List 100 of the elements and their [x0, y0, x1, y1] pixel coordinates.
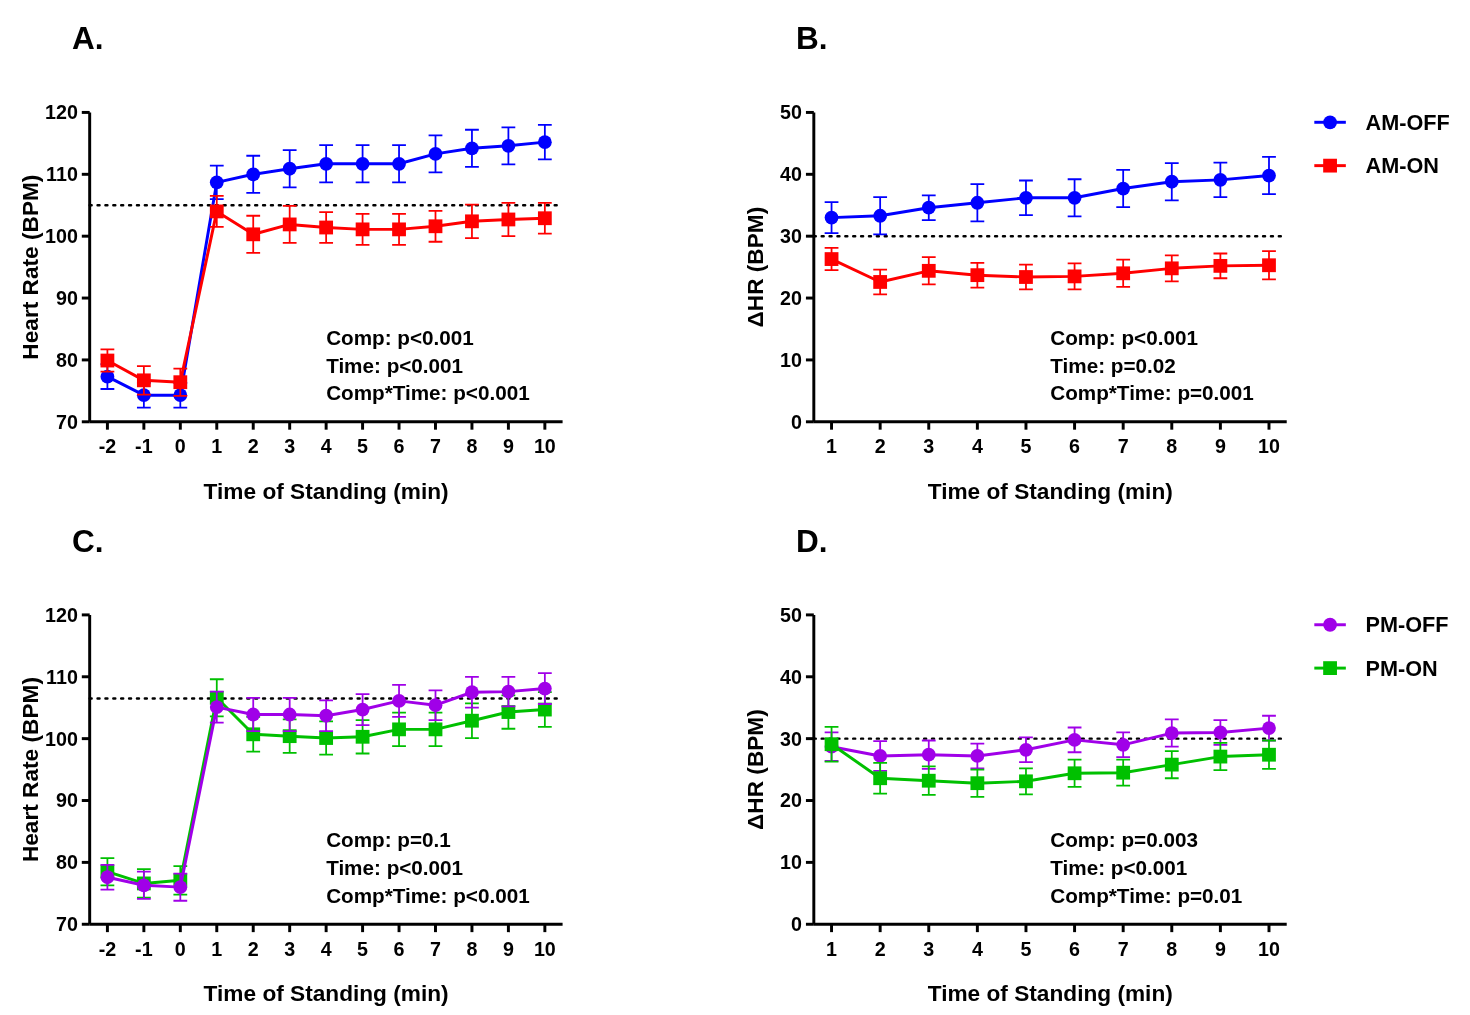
point: [1116, 765, 1131, 780]
x-tick-label: 7: [430, 937, 442, 960]
y-tick-label: 10: [780, 348, 803, 371]
y-tick-label: 10: [780, 851, 803, 874]
x-tick-label: 3: [923, 435, 935, 458]
point: [970, 749, 985, 763]
point: [209, 204, 224, 219]
point: [970, 776, 985, 791]
x-axis-title: Time of Standing (min): [203, 980, 449, 1007]
x-tick-label: 3: [923, 937, 935, 960]
point: [282, 161, 297, 176]
x-tick-label: -2: [98, 435, 117, 458]
point: [355, 222, 370, 237]
point: [873, 208, 888, 223]
point: [282, 707, 297, 722]
y-tick-label: 110: [46, 665, 78, 688]
x-tick-label: 4: [320, 937, 332, 960]
x-tick-label: 1: [211, 937, 223, 960]
point: [209, 700, 224, 714]
point: [392, 222, 406, 237]
chart-title: A.: [71, 20, 104, 57]
point: [428, 219, 443, 234]
point: [355, 156, 370, 171]
y-axis-title: ΔHR (BPM): [741, 206, 768, 328]
point: [537, 681, 552, 696]
point: [1116, 737, 1131, 752]
annotation: Comp*Time: p=0.01: [1050, 883, 1243, 907]
x-tick-label: 10: [1258, 937, 1280, 960]
x-tick-label: 4: [971, 937, 983, 960]
point: [392, 722, 406, 737]
x-tick-label: 10: [1258, 435, 1280, 458]
point: [209, 175, 224, 190]
annotation: Time: p<0.001: [326, 856, 464, 879]
annotation: Comp: p<0.001: [1050, 325, 1198, 349]
x-tick-label: 8: [1166, 937, 1178, 960]
x-tick-label: 6: [393, 937, 405, 960]
x-tick-label: -1: [135, 435, 153, 458]
x-tick-label: 9: [502, 435, 514, 458]
point: [921, 773, 936, 788]
x-tick-label: 9: [1214, 937, 1226, 960]
y-tick-label: 20: [780, 789, 803, 812]
x-tick-label: 7: [1117, 937, 1129, 960]
point: [921, 200, 936, 215]
annotation: Time: p<0.001: [326, 353, 464, 377]
chart-title: C.: [71, 522, 104, 559]
point: [970, 195, 985, 210]
y-tick-label: 100: [45, 727, 78, 750]
point: [355, 729, 370, 744]
y-tick-label: 30: [780, 225, 803, 248]
x-tick-label: 8: [1166, 435, 1178, 458]
y-tick-label: 20: [780, 286, 803, 309]
point: [246, 167, 261, 182]
point: [1213, 172, 1228, 187]
x-tick-label: 7: [430, 435, 442, 458]
x-tick-label: 3: [284, 435, 296, 458]
point: [1116, 266, 1131, 281]
annotation: Comp: p=0.003: [1050, 828, 1198, 852]
point: [1164, 757, 1179, 772]
x-tick-label: -1: [135, 937, 153, 960]
point: [392, 156, 406, 171]
x-tick-label: 5: [357, 435, 369, 458]
point: [1164, 261, 1179, 276]
point: [465, 685, 479, 700]
point: [1213, 725, 1228, 740]
point: [1262, 168, 1276, 183]
y-axis-title: Heart Rate (BPM): [17, 677, 44, 863]
point: [921, 263, 936, 278]
x-tick-label: -2: [98, 937, 117, 960]
point: [1164, 174, 1179, 189]
chart-title: D.: [796, 522, 828, 559]
point: [100, 870, 115, 885]
annotation: Comp: p<0.001: [326, 325, 474, 349]
y-tick-label: 80: [55, 348, 78, 371]
x-tick-label: 0: [174, 937, 186, 960]
x-tick-label: 9: [1214, 435, 1226, 458]
y-tick-label: 80: [55, 851, 78, 874]
point: [1067, 766, 1082, 781]
x-tick-label: 10: [533, 435, 556, 458]
point: [1262, 747, 1276, 762]
x-tick-label: 2: [874, 937, 886, 960]
point: [1262, 258, 1276, 273]
x-axis-title: Time of Standing (min): [927, 477, 1173, 504]
annotation: Comp*Time: p=0.001: [1050, 381, 1254, 405]
x-tick-label: 9: [502, 937, 514, 960]
point: [1067, 269, 1082, 284]
point: [1019, 190, 1033, 205]
point: [873, 771, 888, 786]
x-axis-title: Time of Standing (min): [927, 980, 1173, 1007]
point: [465, 141, 479, 156]
point: [873, 749, 888, 763]
point: [1067, 732, 1082, 747]
point: [1067, 190, 1082, 205]
legend-label: PM-ON: [1365, 655, 1438, 681]
y-tick-label: 100: [45, 225, 78, 248]
point: [319, 156, 334, 171]
point: [246, 227, 261, 242]
annotation: Comp*Time: p<0.001: [326, 381, 530, 405]
point: [1019, 742, 1033, 757]
y-tick-label: 90: [55, 789, 78, 812]
point: [1164, 726, 1179, 740]
